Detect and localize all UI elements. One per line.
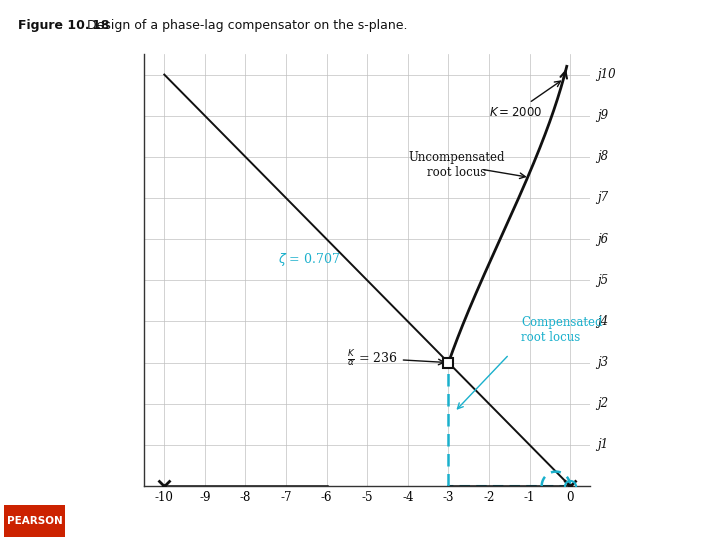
Text: Modern Control Systems, Eleventh Edition: Modern Control Systems, Eleventh Edition [76, 509, 282, 519]
Text: $\zeta$ = 0.707: $\zeta$ = 0.707 [278, 251, 340, 268]
Text: j10: j10 [598, 68, 616, 81]
Text: j6: j6 [598, 233, 608, 246]
Text: Compensated
root locus: Compensated root locus [521, 316, 603, 343]
Text: j9: j9 [598, 109, 608, 122]
Text: Figure 10. 18: Figure 10. 18 [18, 19, 109, 32]
Text: Copyright ©2008 by Pearson Education, Inc.
Upper Saddle River, New Jersey 07458
: Copyright ©2008 by Pearson Education, In… [515, 506, 716, 536]
Text: $K = 2000$: $K = 2000$ [489, 81, 560, 119]
Text: j5: j5 [598, 274, 608, 287]
Text: j3: j3 [598, 356, 608, 369]
Text: $\frac{K}{\alpha}$ = 236: $\frac{K}{\alpha}$ = 236 [347, 348, 444, 368]
Text: j4: j4 [598, 315, 608, 328]
Text: Richard C. Dorf and Robert H. Bishop: Richard C. Dorf and Robert H. Bishop [76, 524, 257, 535]
Text: j7: j7 [598, 192, 608, 205]
Text: Uncompensated
root locus: Uncompensated root locus [408, 151, 505, 179]
Text: j1: j1 [598, 438, 608, 451]
Text: j8: j8 [598, 150, 608, 164]
FancyBboxPatch shape [4, 505, 65, 537]
Text: PEARSON: PEARSON [6, 516, 63, 526]
Text: Design of a phase-lag compensator on the s-plane.: Design of a phase-lag compensator on the… [79, 19, 408, 32]
Text: j2: j2 [598, 397, 608, 410]
